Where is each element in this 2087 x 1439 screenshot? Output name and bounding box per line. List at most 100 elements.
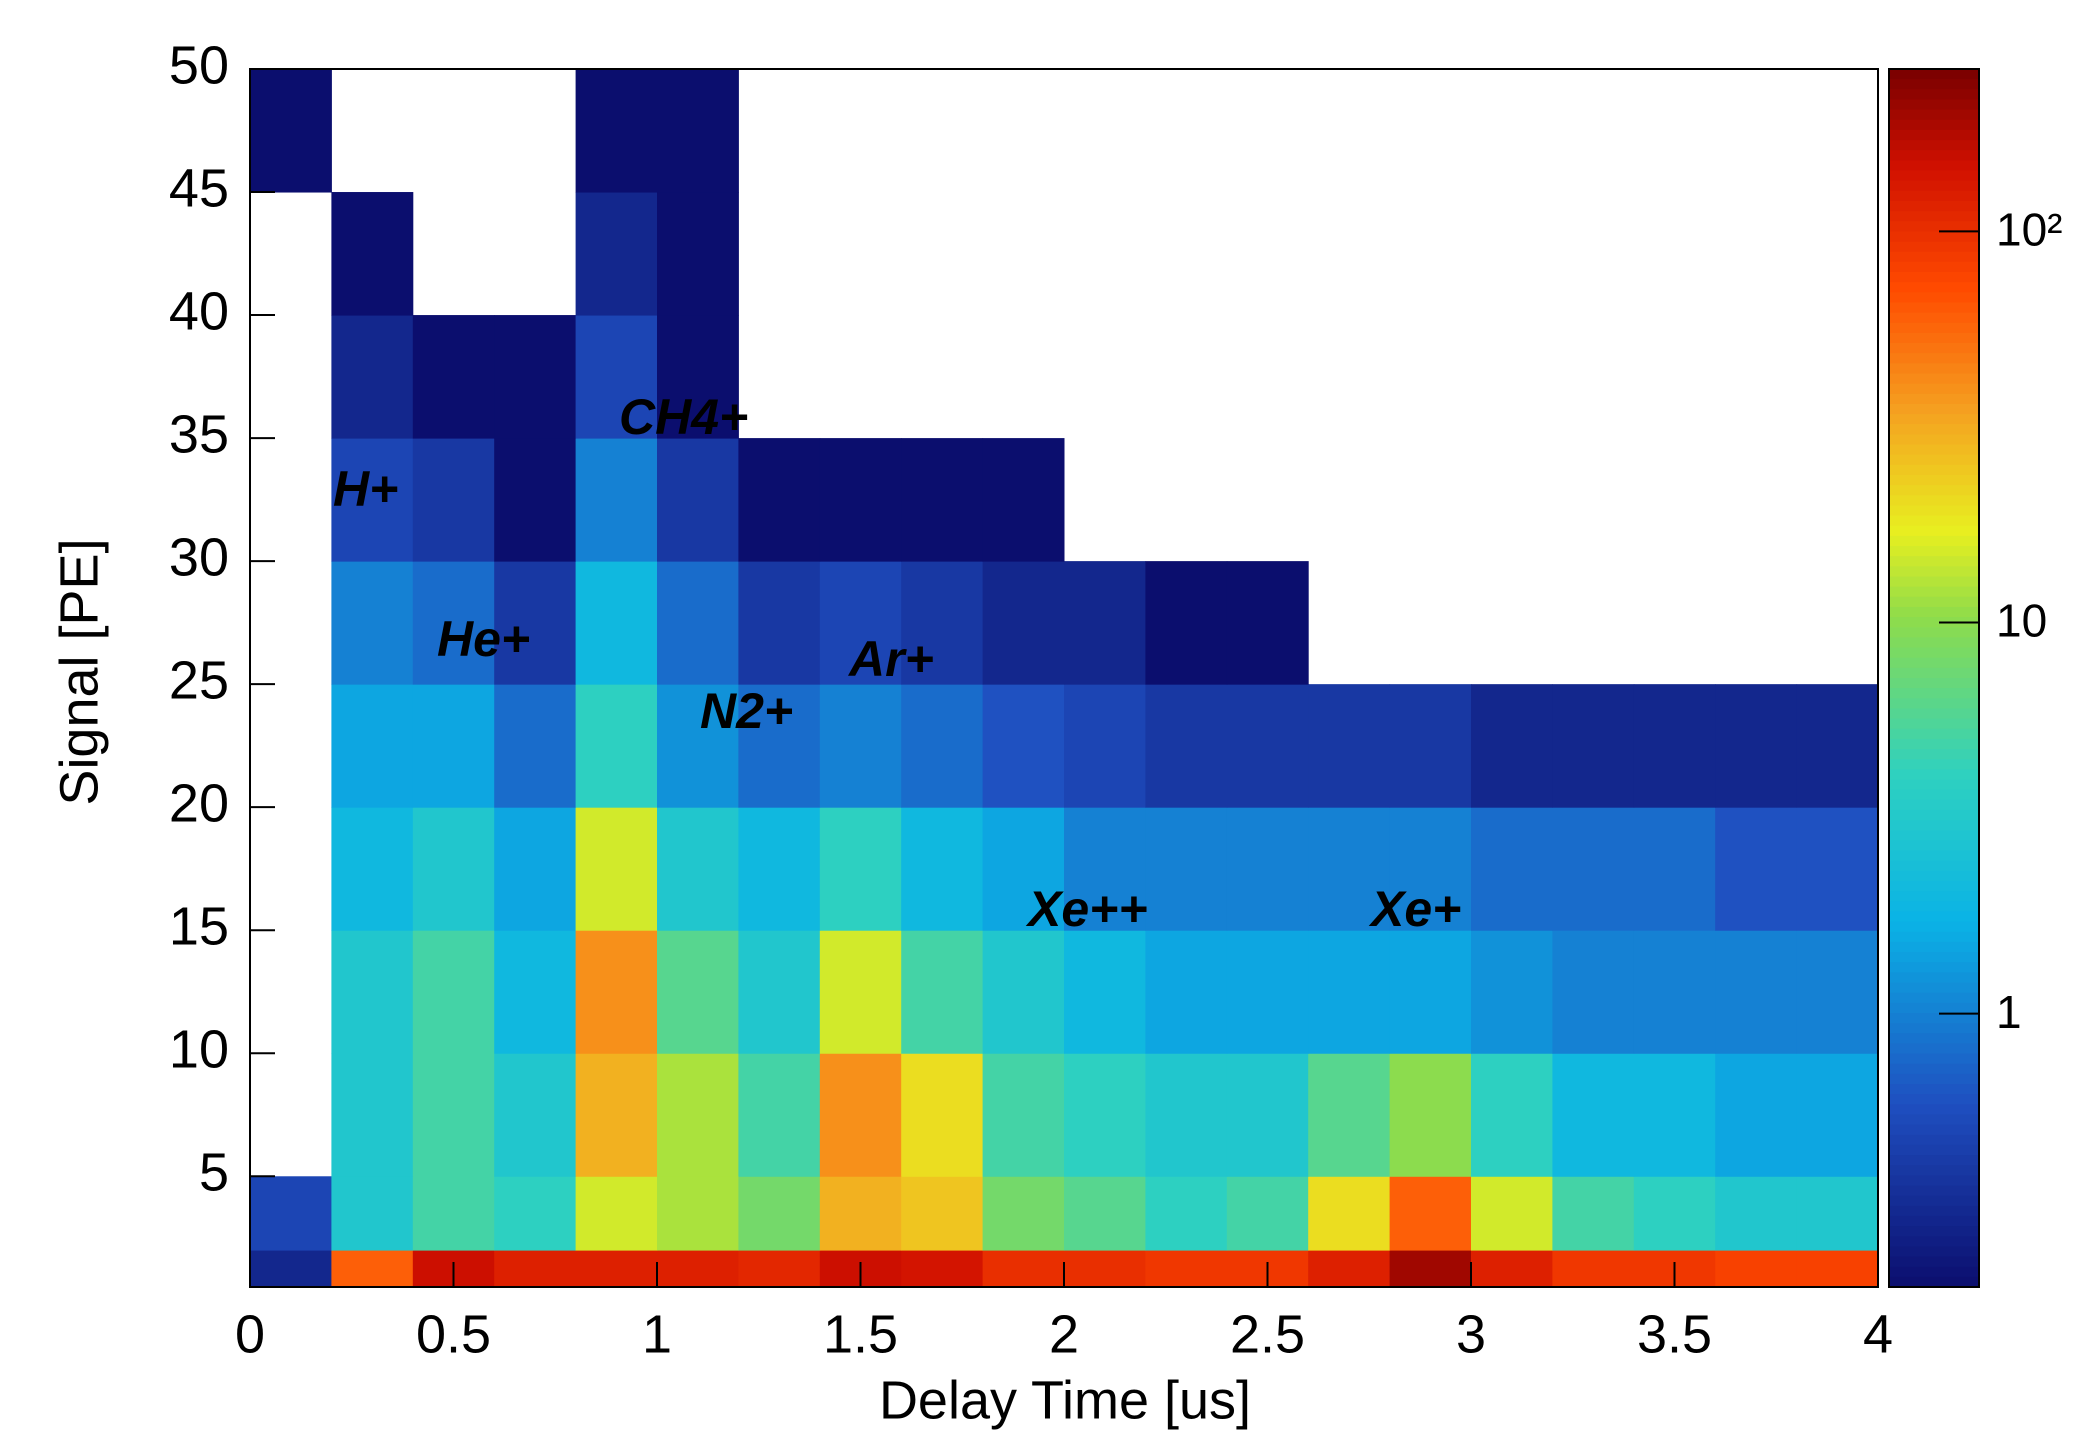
heatmap-cell: [1390, 438, 1472, 562]
heatmap-cell: [1145, 1250, 1228, 1288]
heatmap-cell: [901, 192, 983, 316]
heatmap-cell: [1308, 930, 1391, 1054]
y-tick-label: 30: [169, 527, 229, 587]
colorbar-segment: [1889, 840, 1979, 852]
heatmap-cell: [901, 69, 983, 193]
heatmap-cell: [1471, 1250, 1553, 1288]
heatmap-cell: [412, 684, 495, 808]
x-tick-label: 4: [1863, 1304, 1893, 1364]
heatmap-cell: [901, 561, 984, 685]
heatmap-cell: [738, 1053, 821, 1177]
heatmap-cell: [1796, 930, 1879, 1054]
heatmap-cell: [1064, 192, 1146, 316]
heatmap-cell: [1226, 930, 1309, 1054]
heatmap-cell: [1797, 438, 1879, 562]
heatmap-cell: [575, 930, 658, 1054]
heatmap-cell: [738, 807, 821, 931]
colorbar-segment: [1889, 1256, 1979, 1268]
heatmap-cell: [738, 930, 821, 1054]
heatmap-cell: [657, 807, 739, 931]
colorbar-segment: [1889, 830, 1979, 841]
heatmap-cell: [1145, 807, 1228, 931]
heatmap-cell: [331, 1176, 414, 1251]
heatmap-cell: [494, 684, 577, 808]
heatmap-cell: [1471, 315, 1553, 439]
heatmap-cell: [657, 684, 739, 808]
colorbar-segment: [1889, 485, 1979, 496]
colorbar-segment: [1889, 1195, 1979, 1207]
heatmap-cell: [1715, 438, 1797, 562]
heatmap-cell: [494, 1250, 577, 1288]
heatmap-cell: [575, 684, 658, 808]
heatmap-cell: [1064, 561, 1146, 685]
colorbar-segment: [1889, 393, 1979, 405]
colorbar-segment: [1889, 211, 1979, 222]
heatmap-cell: [1227, 192, 1309, 316]
colorbar-segment: [1889, 1226, 1979, 1237]
heatmap-cell: [1796, 807, 1879, 931]
heatmap-cell: [819, 438, 902, 562]
colorbar-segment: [1889, 586, 1979, 598]
colorbar-segment: [1889, 221, 1979, 232]
colorbar-segment: [1889, 881, 1979, 892]
heatmap-cell: [901, 315, 983, 439]
colorbar-segment: [1889, 1104, 1979, 1116]
colorbar-segment: [1889, 738, 1979, 750]
x-tick-label: 0.5: [416, 1304, 491, 1364]
heatmap-cell: [1308, 69, 1390, 193]
colorbar-segment: [1889, 454, 1979, 466]
colorbar-segment: [1889, 1063, 1979, 1075]
heatmap-cell: [1226, 561, 1309, 685]
heatmap-cell: [1226, 684, 1309, 808]
heatmap-cell: [738, 561, 821, 685]
colorbar-segment: [1889, 79, 1979, 90]
heatmap-cell: [1145, 69, 1227, 193]
colorbar-segment: [1889, 414, 1979, 425]
colorbar-segment: [1889, 789, 1979, 801]
heatmap-cell: [1471, 561, 1553, 685]
colorbar-segment: [1889, 1155, 1979, 1166]
heatmap-cell: [1064, 1053, 1146, 1177]
heatmap-cell: [494, 69, 576, 193]
heatmap-cell: [250, 1176, 332, 1251]
colorbar-segment: [1889, 99, 1979, 111]
heatmap-cell: [1796, 1053, 1879, 1177]
heatmap-cell: [657, 69, 739, 193]
colorbar-segment: [1889, 383, 1979, 395]
heatmap-cell: [494, 807, 577, 931]
heatmap-cell: [575, 1176, 658, 1251]
colorbar-frame: [1888, 68, 1980, 1288]
colorbar-segment: [1889, 129, 1979, 141]
heatmap-cell: [982, 1176, 1065, 1251]
heatmap-cell: [575, 315, 658, 439]
heatmap-cell: [1634, 561, 1716, 685]
colorbar-segment: [1889, 759, 1979, 770]
colorbar-segment: [1889, 180, 1979, 192]
heatmap-cell: [250, 930, 332, 1054]
heatmap-cell: [413, 69, 495, 193]
heatmap-cell: [1471, 684, 1553, 808]
heatmap-cell: [1226, 807, 1309, 931]
y-tick-label: 15: [169, 896, 229, 956]
heatmap-cell: [331, 192, 414, 316]
x-tick-label: 2: [1049, 1304, 1079, 1364]
colorbar-segment: [1889, 779, 1979, 791]
heatmap-cell: [820, 69, 902, 193]
heatmap-cell: [819, 1053, 902, 1177]
heatmap-cell: [901, 438, 984, 562]
heatmap-cell: [819, 684, 902, 808]
heatmap-cell: [1471, 930, 1553, 1054]
colorbar-segment: [1889, 647, 1979, 659]
x-tick-label: 3: [1456, 1304, 1486, 1364]
colorbar-segment: [1889, 1124, 1979, 1136]
heatmap-cell: [250, 69, 332, 193]
heatmap-cell: [1715, 561, 1797, 685]
heatmap-cell: [250, 561, 332, 685]
heatmap-cell: [331, 438, 414, 562]
heatmap-cell: [412, 930, 495, 1054]
colorbar-segment: [1889, 1073, 1979, 1085]
heatmap-cell: [331, 930, 414, 1054]
peak-annotation: Ar+: [847, 631, 934, 687]
colorbar-segment: [1889, 424, 1979, 435]
colorbar-segment: [1889, 1215, 1979, 1227]
